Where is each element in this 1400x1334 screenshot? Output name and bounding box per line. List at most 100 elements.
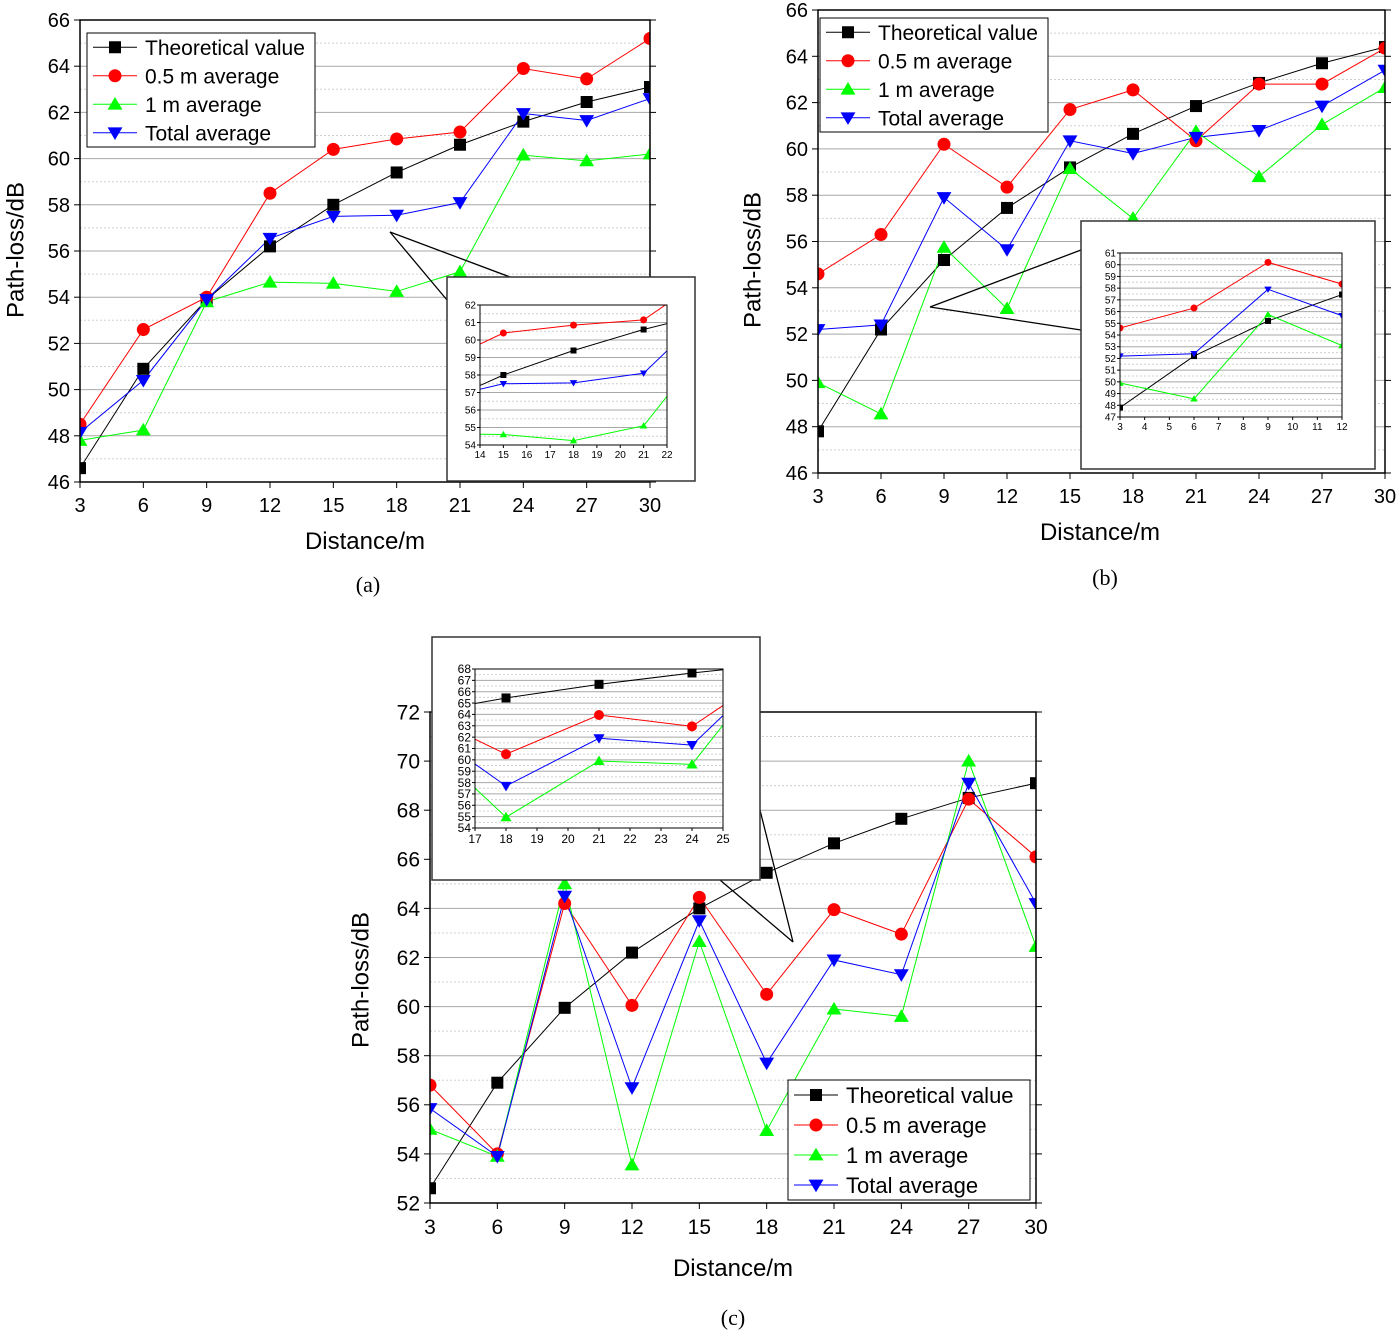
inset-data-point-1 (129, 823, 139, 833)
y-tick-label: 46 (786, 463, 808, 485)
legend-label: Total average (878, 107, 1004, 130)
inset-y-tick-label: 67 (458, 674, 472, 688)
data-point-1 (390, 132, 404, 146)
legend-marker (109, 41, 121, 54)
data-point-1 (430, 1078, 437, 1092)
legend-box (86, 32, 316, 148)
inset-y-tick-label: 53 (1105, 342, 1117, 353)
y-tick-label: 48 (48, 426, 70, 448)
series-line-3 (430, 781, 1036, 1158)
inset-y-tick-label: 68 (458, 662, 472, 676)
inset-data-point-3 (569, 380, 578, 387)
inset-data-point-2 (219, 550, 226, 556)
zoom-connector-line (389, 231, 511, 278)
inset-x-tick-label: 8 (1241, 422, 1247, 433)
inset-data-point-0 (290, 496, 296, 502)
data-point-2 (691, 934, 707, 947)
y-tick-label: 54 (786, 278, 808, 300)
data-point-2 (1314, 117, 1330, 130)
y-tick-label: 46 (48, 472, 70, 494)
inset-x-tick-label: 22 (623, 832, 637, 846)
inset-data-point-1 (315, 754, 325, 764)
series-line-2 (818, 87, 1385, 415)
inset-y-tick-label: 49 (1105, 389, 1117, 400)
data-point-0 (1001, 201, 1013, 214)
inset-x-tick-label: 21 (638, 450, 650, 461)
y-tick-label: 70 (397, 750, 420, 773)
x-tick-label: 30 (1024, 1216, 1047, 1239)
data-point-1 (894, 927, 908, 941)
inset-data-point-2 (639, 422, 648, 429)
data-point-3 (826, 954, 842, 968)
inset-y-tick-label: 58 (458, 776, 472, 790)
x-tick-label: 24 (890, 1216, 914, 1239)
inset-y-tick-label: 66 (458, 685, 472, 699)
x-tick-label: 12 (996, 486, 1018, 508)
inset-data-point-1 (1338, 280, 1342, 288)
data-point-0 (626, 946, 638, 959)
legend-marker (840, 82, 856, 95)
y-tick-label: 66 (786, 0, 808, 22)
inset-data-point-1 (687, 721, 697, 732)
data-point-2 (262, 274, 278, 288)
inset-data-point-0 (781, 659, 790, 668)
data-point-3 (999, 244, 1015, 257)
data-point-1 (827, 903, 841, 917)
inset-x-tick-label: 17 (468, 832, 482, 846)
inset-x-tick-label: 11 (1312, 422, 1323, 433)
data-point-1 (962, 792, 976, 806)
y-tick-label: 72 (397, 701, 420, 724)
data-point-3 (1377, 64, 1385, 78)
inset-box (431, 636, 761, 881)
data-point-3 (818, 324, 826, 337)
chart-panel-b: 3 6 9 12 15 18 21 24 27 304648505254565860626466D… (739, 0, 1396, 590)
x-tick-label: 3 (812, 486, 823, 508)
data-point-3 (624, 1082, 640, 1095)
inset-series-group (129, 659, 883, 833)
inset-data-point-3 (593, 734, 605, 744)
zoom-connector-line (929, 249, 1082, 308)
inset-x-tick-label: 7 (1216, 422, 1222, 433)
inset-y-tick-label: 61 (1105, 249, 1117, 260)
data-point-2 (515, 147, 531, 161)
inset-x-tick-label: 20 (615, 450, 627, 461)
inset-x-tick-label: 24 (685, 832, 699, 846)
data-point-2 (1062, 161, 1078, 174)
y-tick-label: 62 (48, 102, 70, 124)
inset-data-point-1 (780, 659, 790, 669)
inset-data-point-1 (499, 329, 507, 337)
inset-data-point-0 (223, 756, 232, 765)
series-line-0 (80, 86, 650, 469)
data-point-0 (558, 1001, 571, 1014)
data-point-1 (760, 987, 774, 1001)
inset-data-point-0 (570, 347, 577, 354)
x-tick-label: 3 (74, 495, 85, 517)
data-point-3 (262, 232, 278, 246)
series-group (818, 41, 1385, 438)
y-tick-label: 50 (48, 380, 70, 402)
inset-data-point-3 (314, 793, 325, 802)
series-line-3 (818, 69, 1385, 330)
data-point-2 (430, 1122, 438, 1135)
y-tick-label: 48 (786, 417, 808, 439)
inset-data-point-3 (289, 505, 296, 511)
data-point-1 (326, 142, 340, 156)
x-axis-title: Distance/m (673, 1255, 793, 1282)
legend-box (819, 17, 1049, 133)
panel-caption: (a) (356, 572, 380, 597)
data-point-3 (199, 294, 215, 307)
inset-y-tick-label: 57 (1105, 295, 1117, 306)
inset-x-tick-label: 18 (568, 450, 580, 461)
y-axis-title: Path-loss/dB (739, 192, 766, 328)
x-tick-label: 6 (491, 1216, 503, 1239)
legend-box (787, 1079, 1031, 1201)
legend-label: Total average (846, 1173, 978, 1198)
inset-data-point-3 (872, 708, 883, 717)
legend-label: Theoretical value (878, 22, 1038, 45)
data-point-1 (874, 228, 888, 242)
y-tick-label: 54 (48, 287, 70, 309)
inset-data-point-3 (1264, 286, 1272, 293)
series-group (430, 753, 1036, 1195)
legend-marker (808, 1179, 824, 1193)
